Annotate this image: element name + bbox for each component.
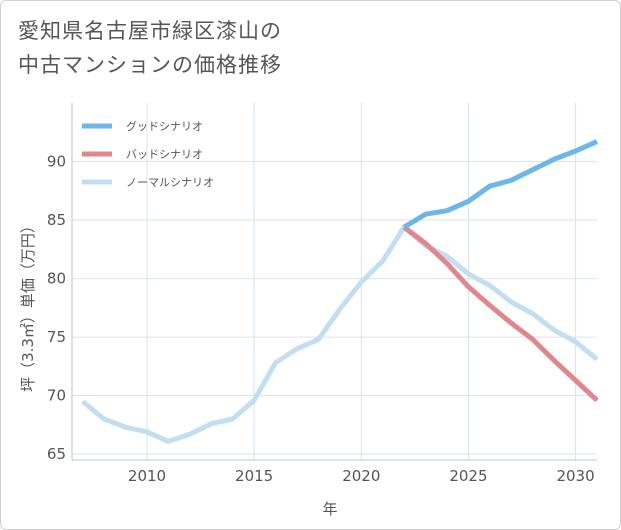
legend-label-1: バッドシナリオ — [126, 148, 203, 161]
title-line-1: 愛知県名古屋市緑区漆山の — [18, 19, 282, 43]
y-tick-label: 80 — [47, 270, 66, 288]
y-tick-label: 85 — [47, 211, 66, 229]
series-lines — [81, 139, 599, 444]
y-tick-label: 70 — [47, 387, 66, 405]
y-tick-label: 75 — [47, 328, 66, 346]
y-tick-label: 90 — [47, 153, 66, 171]
series-line-0 — [402, 139, 599, 230]
x-tick-label: 2025 — [449, 467, 487, 485]
y-axis-title: 坪（3.3㎡）単価（万円） — [19, 218, 37, 392]
axis-labels: 2010 2015 2020 2025 2030 65 70 75 80 85 90 年 坪（3.3㎡）… — [19, 153, 595, 518]
chart-title: 愛知県名古屋市緑区漆山の 中古マンションの価格推移 — [18, 14, 282, 82]
series-line-2 — [81, 224, 599, 444]
y-tick-label: 65 — [47, 445, 66, 463]
axes — [71, 103, 597, 461]
legend-label-0: グッドシナリオ — [126, 119, 203, 133]
legend-label-2: ノーマルシナリオ — [126, 176, 214, 189]
series-line-1 — [402, 225, 599, 403]
title-line-2: 中古マンションの価格推移 — [18, 53, 282, 77]
x-tick-label: 2015 — [235, 467, 273, 485]
x-tick-label: 2010 — [128, 467, 166, 485]
x-axis-title: 年 — [322, 500, 337, 518]
x-tick-label: 2020 — [342, 467, 380, 485]
x-tick-label: 2030 — [556, 467, 594, 485]
